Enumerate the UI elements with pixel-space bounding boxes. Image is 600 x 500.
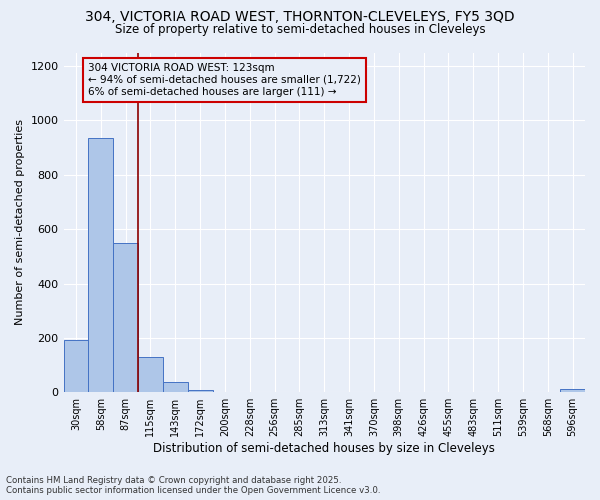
Text: 304 VICTORIA ROAD WEST: 123sqm
← 94% of semi-detached houses are smaller (1,722): 304 VICTORIA ROAD WEST: 123sqm ← 94% of … bbox=[88, 64, 361, 96]
Bar bbox=[64, 340, 88, 392]
Bar bbox=[88, 138, 113, 392]
Text: Size of property relative to semi-detached houses in Cleveleys: Size of property relative to semi-detach… bbox=[115, 22, 485, 36]
Text: Contains HM Land Registry data © Crown copyright and database right 2025.
Contai: Contains HM Land Registry data © Crown c… bbox=[6, 476, 380, 495]
Y-axis label: Number of semi-detached properties: Number of semi-detached properties bbox=[15, 120, 25, 326]
X-axis label: Distribution of semi-detached houses by size in Cleveleys: Distribution of semi-detached houses by … bbox=[154, 442, 495, 455]
Bar bbox=[138, 357, 163, 392]
Bar bbox=[560, 390, 585, 392]
Text: 304, VICTORIA ROAD WEST, THORNTON-CLEVELEYS, FY5 3QD: 304, VICTORIA ROAD WEST, THORNTON-CLEVEL… bbox=[85, 10, 515, 24]
Bar bbox=[113, 244, 138, 392]
Bar bbox=[163, 382, 188, 392]
Bar bbox=[188, 390, 212, 392]
